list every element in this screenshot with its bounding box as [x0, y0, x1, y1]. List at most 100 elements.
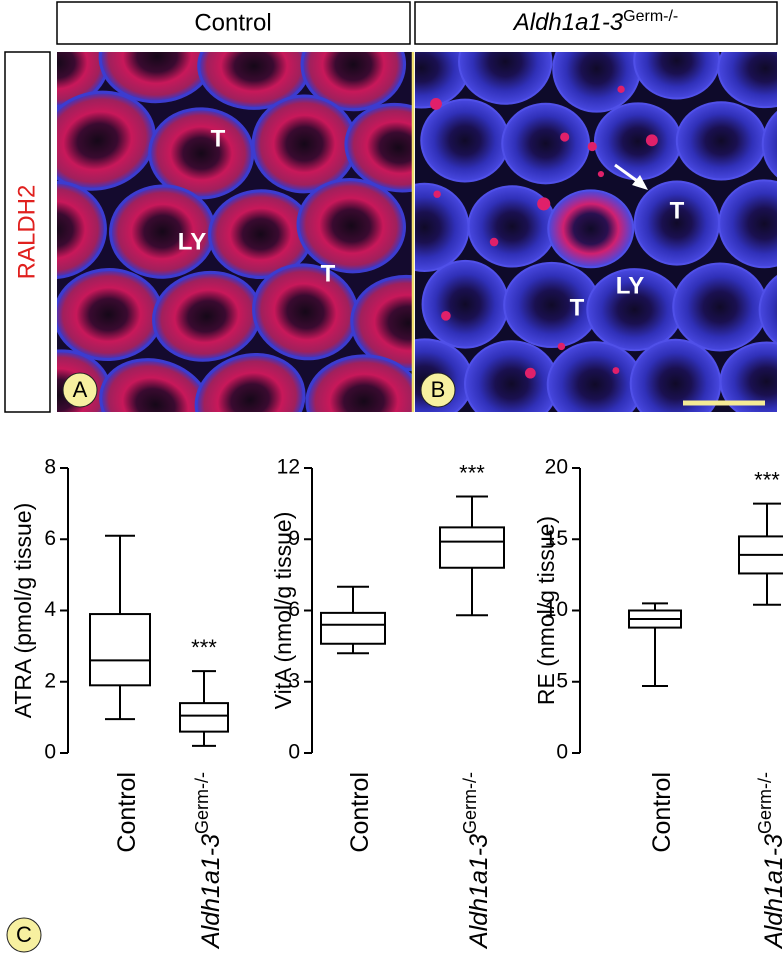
interstitial-cell — [489, 237, 499, 247]
panel-title: Aldh1a1-3Germ-/- — [512, 8, 679, 36]
interstitial-cell — [524, 367, 536, 379]
y-axis-label: VitA (nmol/g tissue) — [270, 512, 296, 710]
tubule — [717, 52, 777, 109]
interstitial-cell — [560, 132, 570, 142]
y-tick-label: 15 — [545, 527, 568, 550]
x-tick-label: Control — [113, 772, 141, 853]
x-tick-label: Control — [346, 772, 374, 853]
y-tick-label: 2 — [44, 669, 56, 692]
y-tick-label: 8 — [44, 456, 56, 479]
y-tick-label: 6 — [288, 598, 300, 621]
significance: *** — [754, 467, 780, 492]
interstitial-cell — [441, 311, 451, 321]
x-tick-label: Aldh1a1-3 — [465, 834, 493, 950]
y-axis-label: RE (nmol/g tissue) — [533, 516, 559, 705]
arrow-head — [632, 175, 648, 190]
region-label: LY — [616, 272, 644, 299]
y-tick-label: 0 — [44, 741, 56, 764]
x-tick-label: Control — [113, 772, 141, 853]
y-tick-label: 9 — [288, 527, 300, 550]
tissue — [57, 52, 412, 412]
y-axis-label: ATRA (pmol/g tissue) — [10, 503, 36, 719]
tubule — [99, 358, 212, 412]
x-tick-label-sup: Germ-/- — [460, 772, 480, 834]
tubule — [629, 338, 722, 412]
region-label: T — [670, 197, 685, 224]
y-tick-label: 5 — [556, 669, 568, 692]
y-tick-label: 0 — [288, 741, 300, 764]
x-tick-label: Aldh1a1-3Germ-/- — [755, 772, 783, 950]
panel-title-sup: Germ-/- — [623, 8, 678, 25]
y-tick-label: 4 — [44, 598, 56, 621]
tubule — [593, 102, 682, 181]
tubule — [305, 354, 412, 412]
header-box — [56, 1, 411, 45]
interstitial-cell — [612, 367, 620, 374]
panel-title: Aldh1a1-3 — [512, 9, 624, 36]
tubule — [719, 341, 777, 412]
x-tick-label: Aldh1a1-3 — [197, 834, 225, 950]
row-label-box — [4, 51, 51, 413]
y-tick-label: 12 — [277, 456, 300, 479]
tubule — [758, 274, 777, 345]
x-tick-label: Control — [346, 772, 374, 853]
interstitial-cell — [617, 85, 625, 93]
interstitial-cell — [433, 190, 441, 198]
panel-letter-badge — [420, 372, 456, 408]
tubule — [464, 340, 560, 412]
panel-title: Control — [194, 9, 271, 36]
row-label: RALDH2 — [13, 185, 40, 280]
tubule — [458, 52, 553, 105]
region-label: T — [211, 125, 226, 152]
x-tick-label: Control — [648, 772, 676, 853]
panel-letter-badge — [6, 917, 42, 953]
x-tick-label-sup: Germ-/- — [192, 772, 212, 834]
interstitial-cell — [537, 197, 551, 211]
tubule — [194, 353, 306, 412]
panel-letter: C — [16, 922, 32, 947]
x-tick-label: Aldh1a1-3Germ-/- — [460, 772, 493, 950]
interstitial-cell — [430, 97, 442, 110]
x-tick-label: Aldh1a1-3 — [760, 834, 783, 950]
interstitial-cell — [645, 134, 658, 147]
y-tick-label: 20 — [545, 456, 568, 479]
y-tick-label: 10 — [545, 598, 568, 621]
significance: *** — [191, 635, 217, 660]
tubule — [420, 98, 510, 183]
tubule — [761, 110, 777, 178]
tubule — [57, 180, 107, 280]
arrow — [614, 163, 641, 185]
tubule — [344, 102, 412, 193]
x-tick-label: Control — [648, 772, 676, 853]
y-tick-label: 0 — [556, 741, 568, 764]
panel-letter: B — [431, 377, 446, 402]
tubule — [421, 259, 510, 349]
y-tick-label: 3 — [288, 669, 300, 692]
tubule — [675, 101, 767, 181]
panel-letter-badge — [62, 372, 98, 408]
region-label: T — [321, 260, 336, 287]
tubule — [547, 189, 635, 269]
box — [179, 702, 229, 733]
box — [89, 613, 151, 687]
tubule — [501, 102, 591, 185]
significance: *** — [459, 460, 485, 485]
interstitial-cell — [557, 342, 566, 351]
x-tick-label: Aldh1a1-3Germ-/- — [192, 772, 225, 950]
header-box — [414, 1, 778, 45]
region-label: LY — [178, 228, 206, 255]
tubule — [57, 90, 156, 191]
tubule — [300, 52, 407, 112]
tubule — [718, 179, 777, 269]
y-tick-label: 6 — [44, 527, 56, 550]
interstitial-cell — [587, 141, 597, 152]
interstitial-cell — [597, 170, 605, 178]
tubule — [546, 341, 644, 412]
x-tick-label-sup: Germ-/- — [755, 772, 775, 834]
tubule — [296, 178, 406, 274]
tubule — [672, 262, 768, 352]
region-label: T — [570, 294, 585, 321]
box — [439, 526, 505, 569]
box — [320, 611, 386, 645]
